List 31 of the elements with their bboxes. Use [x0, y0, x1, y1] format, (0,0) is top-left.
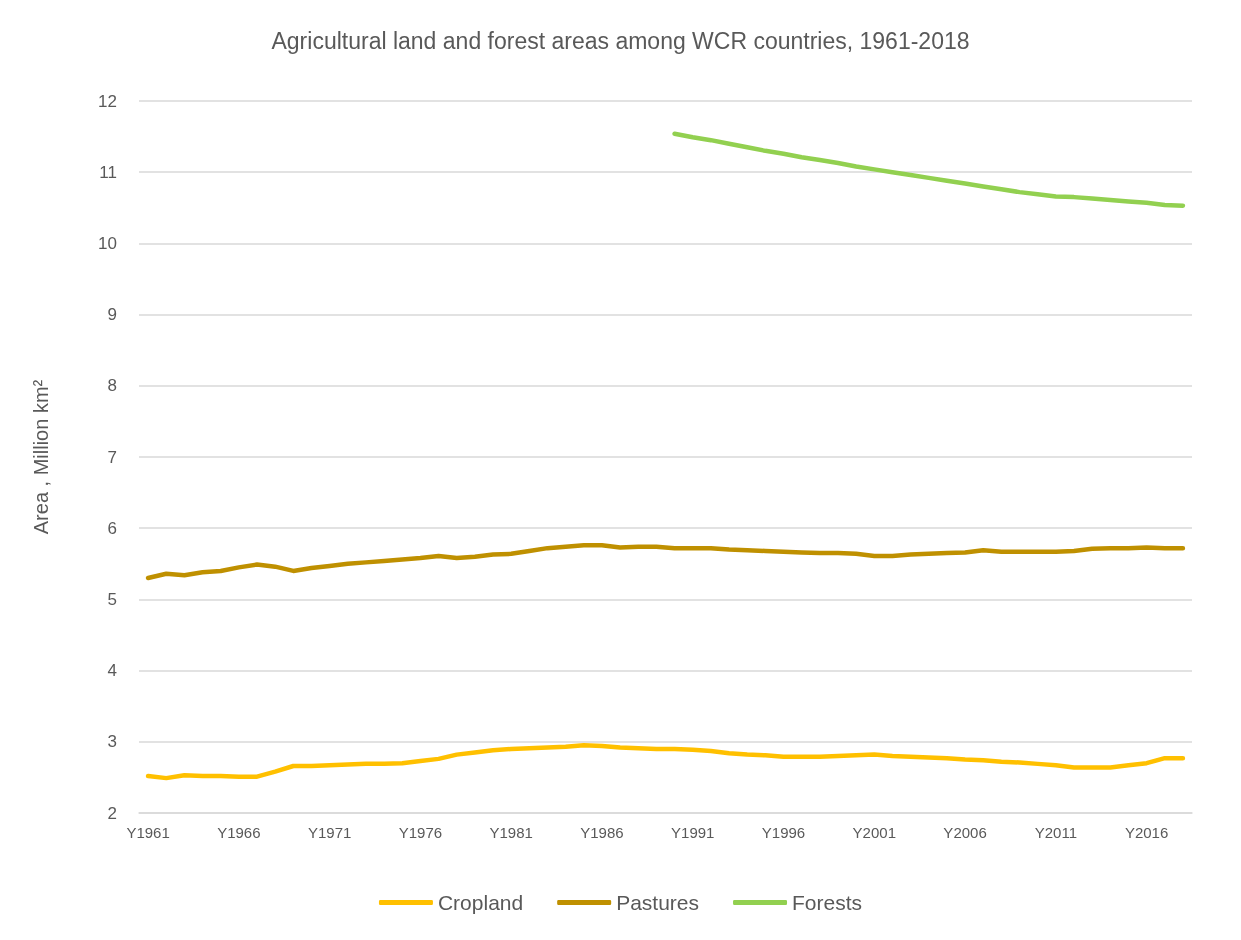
y-tick-label: 9	[107, 305, 117, 325]
x-tick-label: Y2011	[1034, 824, 1077, 841]
x-tick-label: Y2006	[943, 824, 987, 841]
x-tick-label: Y1976	[398, 824, 443, 841]
x-tick-label: Y1971	[307, 824, 352, 841]
y-tick-label: 5	[107, 589, 117, 609]
y-tick-label: 8	[107, 376, 117, 396]
y-tick-label: 7	[107, 447, 117, 467]
line-series	[145, 543, 1186, 581]
y-tick-label: 12	[98, 91, 117, 111]
y-axis-title: Area , Million km²	[30, 379, 52, 535]
y-tick-label: 11	[99, 162, 117, 182]
line-series	[145, 743, 1186, 781]
x-tick-label: Y1991	[671, 824, 715, 841]
x-tick-label: Y1981	[489, 824, 533, 841]
x-tick-label: Y1966	[217, 824, 261, 841]
x-tick-label: Y1961	[126, 824, 170, 841]
legend-label: Forests	[792, 891, 863, 914]
y-tick-label: 6	[107, 518, 117, 538]
y-tick-label: 2	[107, 803, 117, 823]
y-tick-label: 10	[98, 233, 117, 253]
line-series	[672, 131, 1186, 208]
y-tick-label: 4	[107, 661, 117, 681]
legend-label: Cropland	[437, 891, 524, 914]
y-tick-label: 3	[107, 732, 117, 752]
chart-title: Agricultural land and forest areas among WCR countries, 1961-2018	[271, 27, 970, 54]
x-tick-label: Y2016	[1124, 824, 1169, 841]
x-tick-label: Y2001	[852, 824, 896, 841]
x-tick-label: Y1986	[580, 824, 624, 841]
x-tick-label: Y1996	[761, 824, 806, 841]
legend-label: Pastures	[616, 891, 700, 914]
